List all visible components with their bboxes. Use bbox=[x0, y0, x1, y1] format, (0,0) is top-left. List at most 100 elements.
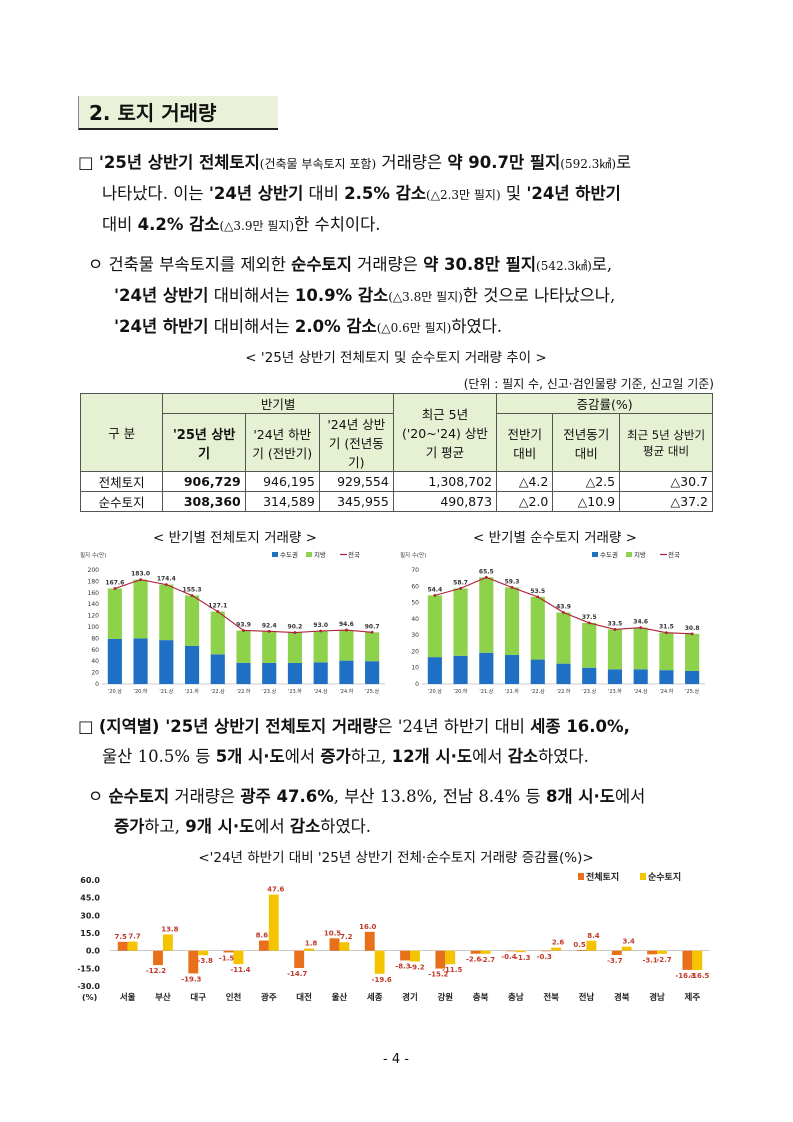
data-label: -3.8 bbox=[198, 957, 213, 965]
bar-지방 bbox=[107, 588, 122, 639]
bar-수도권 bbox=[210, 654, 225, 684]
y-tick-label: 30 bbox=[411, 632, 419, 639]
x-tick-label: 전북 bbox=[543, 992, 559, 1003]
point-전국 bbox=[267, 629, 271, 633]
data-label: 155.3 bbox=[183, 586, 202, 593]
data-label: 13.8 bbox=[161, 925, 178, 933]
x-tick-label: '24.상 bbox=[634, 688, 648, 695]
data-label: -2.6 bbox=[466, 956, 481, 964]
y-tick-label: 0.0 bbox=[86, 947, 101, 956]
bar-수도권 bbox=[184, 645, 200, 684]
data-label: -9.2 bbox=[409, 964, 424, 972]
x-tick-label: '20.하 bbox=[134, 688, 148, 695]
x-tick-label: '21.상 bbox=[479, 688, 493, 695]
bar-수도권 bbox=[582, 667, 597, 684]
bar-순수토지 bbox=[515, 950, 526, 953]
bar-지방 bbox=[287, 632, 303, 663]
y-tick-label: 40 bbox=[411, 616, 419, 623]
point-전국 bbox=[536, 595, 540, 599]
data-label: 93.9 bbox=[236, 621, 251, 628]
chart-pure-land: 필지 수(만) 0 10 20 30 40 50 60 70 '20.상 '20.하 '21.상 '21… bbox=[400, 550, 705, 695]
point-전국 bbox=[139, 578, 142, 582]
data-label: 31.5 bbox=[659, 624, 674, 631]
bar-순수토지 bbox=[198, 950, 209, 956]
bar-지방 bbox=[530, 596, 545, 660]
bar-지방 bbox=[607, 629, 623, 670]
paragraph-pure-land: ㅇ 건축물 부속토지를 제외한 순수토지 거래량은 약 30.8만 필지(542… bbox=[88, 255, 616, 336]
chart2-caption: < 반기별 순수토지 거래량 > bbox=[473, 530, 637, 546]
legend-label: 전국 bbox=[348, 550, 360, 559]
y-tick-label: 60 bbox=[411, 583, 419, 590]
bar-전체토지 bbox=[258, 940, 269, 951]
data-label: 94.6 bbox=[339, 621, 354, 628]
legend-swatch bbox=[578, 873, 584, 880]
data-label: 1.8 bbox=[305, 940, 318, 948]
data-label: 174.4 bbox=[157, 576, 176, 583]
bar-순수토지 bbox=[692, 950, 703, 971]
x-tick-label: 울산 bbox=[332, 992, 348, 1003]
bar-수도권 bbox=[365, 661, 380, 684]
bar-전체토지 bbox=[364, 931, 375, 951]
y-tick-label: 140 bbox=[88, 601, 100, 608]
y-axis-unit: (%) bbox=[82, 993, 97, 1002]
x-tick-label: '20.하 bbox=[454, 688, 468, 695]
header-r3: 최근 5년 상반기평균 대비 bbox=[619, 413, 713, 472]
y-tick-label: 70 bbox=[411, 567, 419, 574]
x-tick-label: '24.상 bbox=[314, 688, 328, 695]
header-r2: 전년동기 대비 bbox=[552, 413, 621, 472]
bar-전체토지 bbox=[470, 950, 481, 954]
bar-순수토지 bbox=[304, 948, 314, 951]
point-전국 bbox=[113, 587, 117, 590]
y-tick-label: 100 bbox=[88, 624, 100, 631]
legend-label: 수도권 bbox=[280, 551, 298, 559]
data-label: -2.7 bbox=[480, 956, 495, 964]
x-tick-label: 인천 bbox=[226, 992, 242, 1003]
data-label: 7.7 bbox=[128, 933, 141, 941]
x-tick-label: 제주 bbox=[685, 992, 701, 1003]
x-tick-label: 광주 bbox=[261, 992, 277, 1003]
bar-지방 bbox=[556, 612, 571, 664]
bar-지방 bbox=[339, 630, 354, 661]
bar-전체토지 bbox=[223, 950, 234, 953]
y-tick-label: 180 bbox=[88, 578, 100, 585]
x-tick-label: 부산 bbox=[155, 992, 171, 1003]
bar-순수토지 bbox=[374, 950, 385, 974]
data-label: 7.5 bbox=[115, 933, 128, 941]
point-전국 bbox=[639, 626, 643, 630]
x-tick-label: '20.상 bbox=[108, 688, 122, 695]
y-tick-label: 60.0 bbox=[80, 876, 100, 885]
paragraph-total-land: □ '25년 상반기 전체토지(건축물 부속토지 포함) 거래량은 약 90.7… bbox=[78, 153, 632, 234]
bar-순수토지 bbox=[233, 950, 244, 965]
x-tick-label: '23.상 bbox=[262, 688, 276, 695]
bar-순수토지 bbox=[480, 950, 491, 954]
legend-swatch bbox=[640, 873, 646, 880]
bar-순수토지 bbox=[162, 934, 173, 951]
bar-지방 bbox=[633, 627, 648, 670]
legend-swatch bbox=[592, 552, 598, 557]
x-tick-label: '25.상 bbox=[365, 688, 379, 695]
bar-전체토지 bbox=[682, 950, 693, 970]
data-label: 93.0 bbox=[313, 622, 328, 629]
bar-지방 bbox=[365, 632, 380, 662]
bar-전체토지 bbox=[153, 950, 163, 966]
bar-순수토지 bbox=[586, 940, 597, 951]
x-tick-label: 서울 bbox=[120, 992, 136, 1003]
data-label: -16.5 bbox=[689, 972, 709, 980]
page-number: - 4 - bbox=[383, 1052, 409, 1067]
point-전국 bbox=[665, 631, 668, 635]
data-label: -1.3 bbox=[515, 954, 530, 962]
data-label: -19.6 bbox=[372, 976, 392, 984]
data-label: 127.1 bbox=[208, 603, 227, 610]
data-label: -2.7 bbox=[656, 956, 671, 964]
point-전국 bbox=[190, 594, 194, 597]
chart1-caption: < 반기별 전체토지 거래량 > bbox=[153, 530, 317, 546]
bar-수도권 bbox=[107, 638, 122, 684]
x-tick-label: 전남 bbox=[579, 992, 595, 1003]
legend-swatch bbox=[272, 552, 278, 557]
y-tick-label: 10 bbox=[411, 665, 419, 672]
point-전국 bbox=[613, 628, 617, 631]
bar-수도권 bbox=[659, 670, 674, 684]
header-half: 반기별 bbox=[162, 393, 394, 414]
circle-marker: ㅇ bbox=[88, 255, 104, 274]
x-tick-label: 세종 bbox=[367, 992, 383, 1003]
